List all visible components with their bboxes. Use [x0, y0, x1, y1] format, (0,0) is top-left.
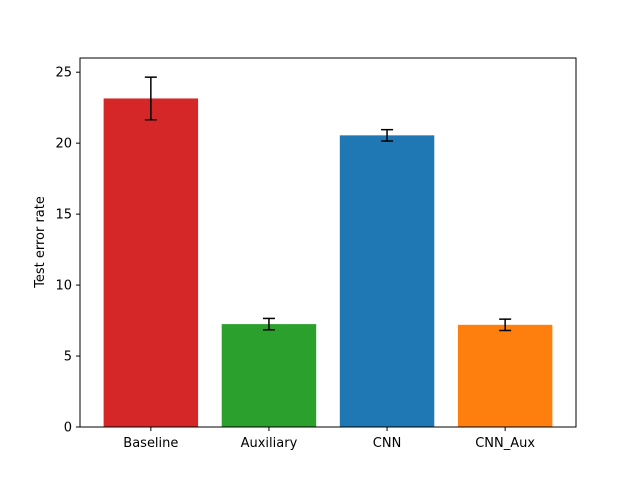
bars-layer	[103, 98, 553, 428]
x-tick-label: Baseline	[123, 436, 178, 451]
y-tick-label: 25	[55, 66, 72, 81]
y-tick-label: 20	[55, 137, 72, 152]
bar-cnn	[339, 135, 435, 427]
x-tick-label: Auxiliary	[241, 436, 298, 451]
bar-baseline	[103, 98, 199, 428]
error-bar-auxiliary	[262, 317, 275, 331]
x-axis: Baseline Auxiliary CNN CNN_Aux	[123, 427, 535, 451]
y-tick-label: 5	[64, 350, 72, 365]
bar-auxiliary	[221, 324, 317, 427]
y-tick-label: 0	[64, 421, 72, 436]
error-bar-cnn-aux	[499, 318, 512, 332]
error-bar-cnn	[381, 128, 394, 142]
y-tick-label: 10	[55, 279, 72, 294]
x-tick-label: CNN	[373, 436, 402, 451]
y-axis: 0 5 10 15 20 25	[55, 66, 80, 436]
y-axis-label: Test error rate	[33, 196, 48, 289]
plot-frame	[79, 57, 577, 428]
error-bars-layer	[144, 76, 512, 332]
bar-cnn-aux	[457, 324, 553, 427]
error-bar-baseline	[144, 76, 157, 121]
y-tick-label: 15	[55, 208, 72, 223]
x-tick-label: CNN_Aux	[475, 436, 535, 451]
